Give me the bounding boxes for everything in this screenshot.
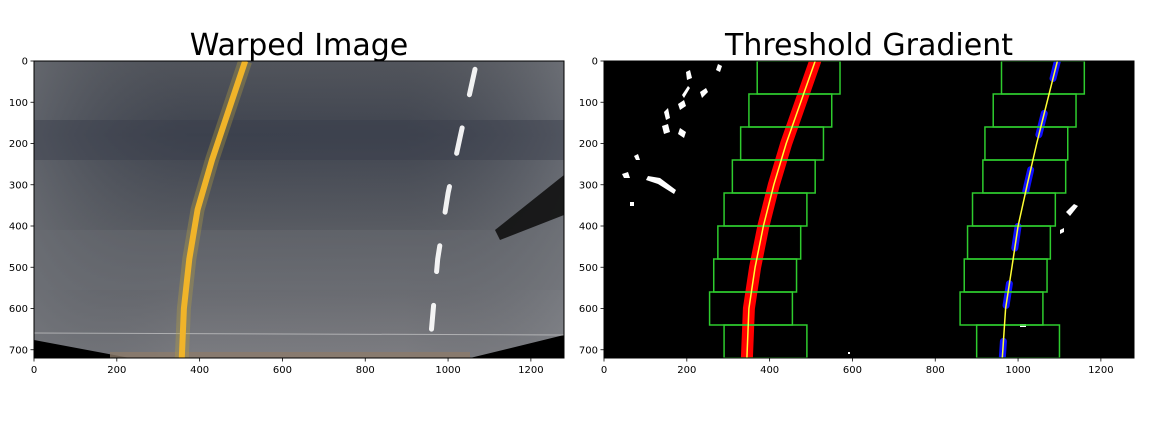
left-search-window [756,61,841,95]
y-axis-ticks: 0 100 200 300 400 500 600 700 [579,57,604,356]
right-search-window [1000,61,1086,95]
x-tick-label: 200 [677,365,696,376]
y-axis-ticks: 0 100 200 300 400 500 600 700 [9,57,34,356]
warped-road-image [34,61,564,358]
x-axis-ticks: 0 200 400 600 800 1000 1200 [31,358,544,376]
y-tick-label: 100 [579,98,598,109]
x-tick-label: 800 [926,365,945,376]
x-axis-ticks: 0 200 400 600 800 1000 1200 [601,358,1114,376]
y-tick-label: 300 [9,180,28,191]
x-tick-label: 400 [760,365,779,376]
y-tick-label: 700 [9,345,28,356]
left-polynomial-fit [746,61,816,358]
x-tick-label: 200 [107,365,126,376]
y-tick-label: 600 [9,304,28,315]
y-tick-label: 0 [22,57,28,68]
y-tick-label: 0 [592,57,598,68]
y-tick-label: 500 [579,263,598,274]
x-tick-label: 600 [273,365,292,376]
y-tick-label: 500 [9,263,28,274]
y-tick-label: 400 [9,222,28,233]
binary-threshold-image [604,61,1134,358]
x-tick-label: 800 [356,365,375,376]
y-tick-label: 100 [9,98,28,109]
warped-image-title: Warped Image [190,28,409,63]
x-tick-label: 1200 [518,365,543,376]
y-tick-label: 400 [579,222,598,233]
x-tick-label: 1000 [435,365,460,376]
y-tick-label: 200 [579,139,598,150]
threshold-image-frame [603,60,1135,359]
lane-marking-yellow [178,61,249,358]
y-tick-label: 300 [579,180,598,191]
threshold-gradient-title: Threshold Gradient [724,28,1013,63]
noise-pixels [622,64,1078,354]
warped-image-panel: Warped Image 0 200 400 600 800 1000 1200 0 100 2… [9,28,565,376]
warped-image-frame [33,60,565,359]
right-polynomial-fit [1001,61,1059,358]
x-tick-label: 1000 [1005,365,1030,376]
x-tick-label: 600 [843,365,862,376]
lane-marking-dashed [429,66,478,332]
x-tick-label: 0 [601,365,607,376]
threshold-gradient-panel: Threshold Gradient [579,28,1135,376]
x-tick-label: 1200 [1088,365,1113,376]
y-tick-label: 200 [9,139,28,150]
x-tick-label: 0 [31,365,37,376]
y-tick-label: 600 [579,304,598,315]
y-tick-label: 700 [579,345,598,356]
x-tick-label: 400 [190,365,209,376]
